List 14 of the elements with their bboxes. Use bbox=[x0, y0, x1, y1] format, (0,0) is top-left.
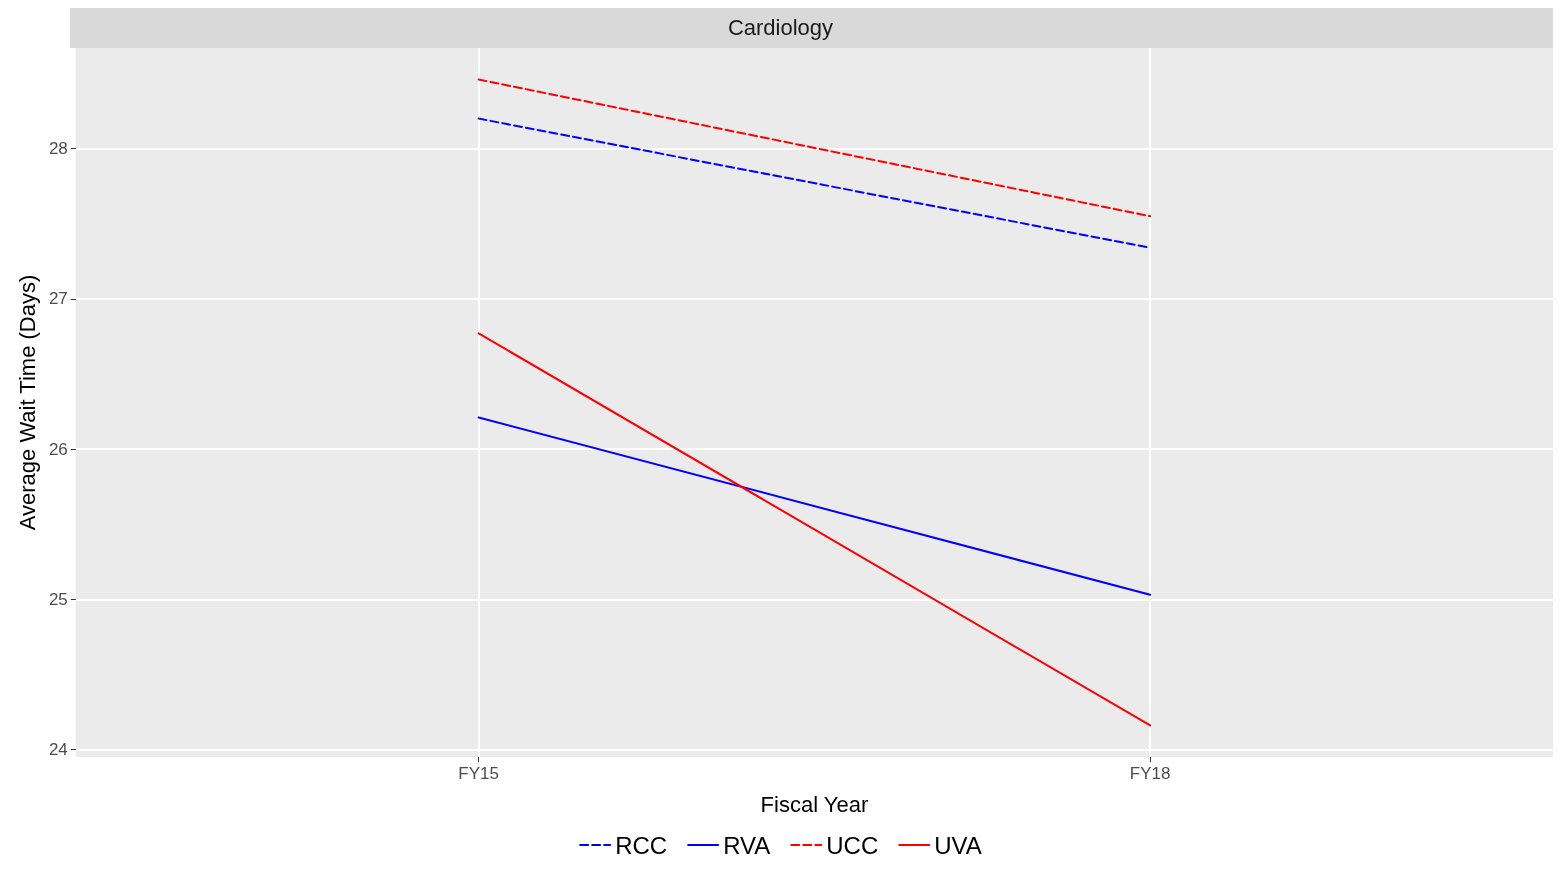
legend-label: UCC bbox=[826, 831, 879, 859]
y-axis-title: Average Wait Time (Days) bbox=[14, 274, 40, 531]
legend-label: RCC bbox=[615, 831, 668, 859]
y-tick-label: 28 bbox=[48, 139, 68, 159]
x-tick-label: FY15 bbox=[458, 764, 499, 783]
x-tick-label: FY18 bbox=[1129, 764, 1171, 783]
legend-label: UVA bbox=[934, 831, 982, 859]
legend-label: RVA bbox=[723, 831, 771, 859]
y-tick-label: 26 bbox=[48, 439, 68, 459]
y-tick-label: 27 bbox=[48, 289, 68, 309]
chart-title: Cardiology bbox=[727, 14, 834, 40]
y-tick-label: 24 bbox=[48, 739, 68, 759]
x-axis-title: Fiscal Year bbox=[760, 791, 869, 817]
y-tick-label: 25 bbox=[48, 589, 68, 609]
